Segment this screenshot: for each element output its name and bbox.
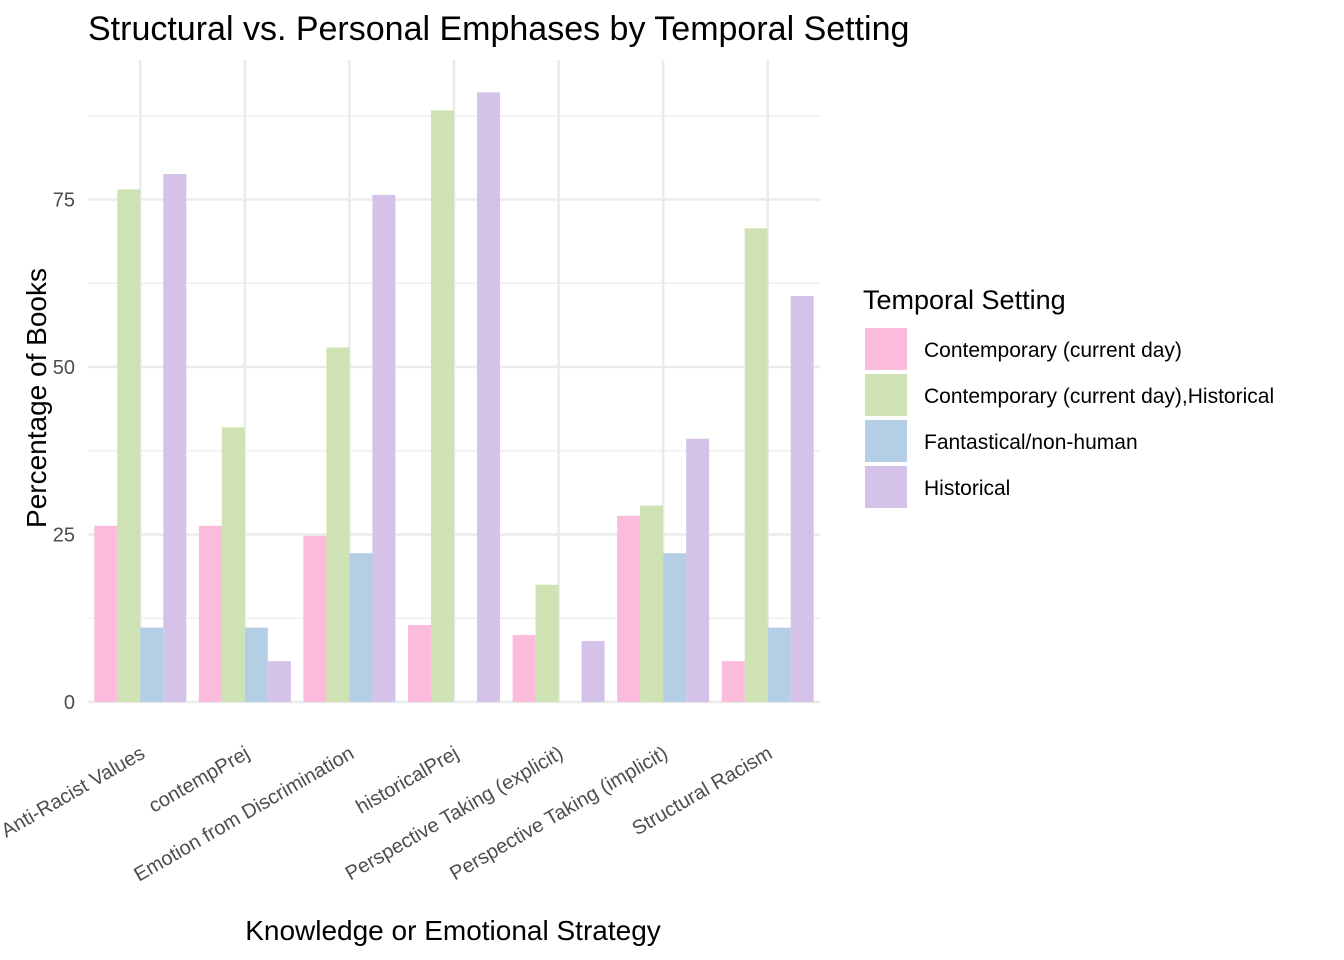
y-axis-title: Percentage of Books <box>21 268 52 528</box>
legend-key <box>865 328 907 370</box>
bar <box>267 661 291 702</box>
bar <box>477 92 500 703</box>
bar <box>431 110 454 702</box>
bar <box>790 295 814 702</box>
bar <box>94 525 118 702</box>
legend-key <box>865 420 907 462</box>
bar <box>372 194 396 702</box>
bar <box>163 174 187 703</box>
bar <box>581 641 605 702</box>
bar <box>140 627 164 702</box>
x-axis-title: Knowledge or Emotional Strategy <box>245 915 661 946</box>
bar <box>535 584 559 702</box>
legend-key <box>865 374 907 416</box>
bar <box>303 535 327 702</box>
bar <box>640 505 664 702</box>
bar <box>617 515 641 702</box>
bars <box>94 92 814 703</box>
bar <box>198 525 222 702</box>
legend-label: Contemporary (current day),Historical <box>924 385 1274 408</box>
legend-label: Fantastical/non-human <box>924 431 1138 454</box>
x-tick-label: Anti-Racist Values <box>0 742 149 842</box>
bar <box>326 347 350 702</box>
bar <box>349 553 373 702</box>
bar <box>767 627 791 702</box>
legend-label: Contemporary (current day) <box>924 339 1182 362</box>
y-tick-label: 75 <box>53 190 75 212</box>
legend-key <box>865 466 907 508</box>
chart-title: Structural vs. Personal Emphases by Temp… <box>88 10 909 48</box>
bar <box>117 189 141 702</box>
bar <box>408 624 431 702</box>
y-axis-ticks: 0 25 50 75 <box>53 190 75 715</box>
legend-title: Temporal Setting <box>863 285 1066 315</box>
legend: Temporal Setting Contemporary (current d… <box>863 285 1274 508</box>
bar <box>686 438 710 702</box>
legend-label: Historical <box>924 477 1010 500</box>
bar <box>512 635 536 702</box>
bar <box>721 661 745 702</box>
y-tick-label: 25 <box>53 525 75 547</box>
y-tick-label: 50 <box>53 357 75 379</box>
bar <box>744 228 768 702</box>
bar <box>221 427 245 702</box>
bar <box>663 553 687 702</box>
bar <box>244 627 268 702</box>
y-tick-label: 0 <box>64 692 75 714</box>
